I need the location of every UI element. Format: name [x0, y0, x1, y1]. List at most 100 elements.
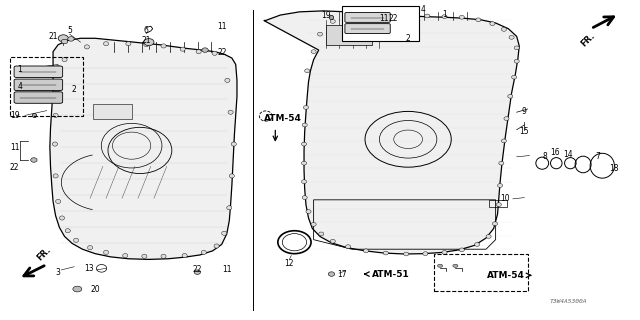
Text: 4: 4: [421, 5, 426, 14]
Ellipse shape: [311, 222, 316, 226]
Polygon shape: [264, 11, 519, 254]
Ellipse shape: [476, 18, 481, 22]
Text: 8: 8: [543, 152, 547, 161]
Ellipse shape: [161, 44, 166, 48]
Text: 3: 3: [56, 268, 61, 277]
Ellipse shape: [182, 253, 187, 258]
Ellipse shape: [52, 142, 58, 146]
Ellipse shape: [438, 264, 443, 268]
Ellipse shape: [497, 184, 502, 188]
Text: FR.: FR.: [580, 31, 597, 48]
Ellipse shape: [231, 142, 236, 146]
Text: 19: 19: [321, 12, 331, 20]
Text: ATM-54: ATM-54: [487, 271, 525, 280]
Ellipse shape: [442, 251, 447, 254]
Text: 11: 11: [379, 14, 388, 23]
Text: 5: 5: [67, 26, 72, 35]
Ellipse shape: [126, 42, 131, 46]
Ellipse shape: [501, 139, 506, 143]
Text: 20: 20: [90, 284, 100, 293]
Ellipse shape: [425, 14, 430, 18]
Text: 19: 19: [10, 111, 20, 120]
Ellipse shape: [486, 235, 491, 238]
Text: 4: 4: [17, 82, 22, 91]
Ellipse shape: [201, 250, 206, 254]
Ellipse shape: [212, 51, 217, 55]
Ellipse shape: [423, 252, 428, 256]
Ellipse shape: [496, 203, 501, 206]
Ellipse shape: [88, 245, 93, 250]
Ellipse shape: [328, 272, 335, 276]
Ellipse shape: [84, 45, 90, 49]
Ellipse shape: [229, 174, 234, 178]
Text: 1: 1: [17, 65, 22, 74]
Ellipse shape: [196, 50, 201, 54]
Text: 11: 11: [218, 22, 227, 31]
Ellipse shape: [514, 46, 519, 50]
Text: 15: 15: [520, 127, 529, 136]
Ellipse shape: [301, 142, 307, 146]
Text: 22: 22: [193, 265, 202, 274]
Ellipse shape: [65, 229, 70, 233]
Ellipse shape: [442, 15, 447, 19]
Ellipse shape: [60, 216, 65, 220]
FancyBboxPatch shape: [342, 6, 419, 41]
Ellipse shape: [303, 106, 308, 109]
Ellipse shape: [53, 113, 58, 117]
Text: 11: 11: [223, 265, 232, 274]
Text: 6: 6: [144, 26, 148, 35]
Ellipse shape: [330, 20, 335, 23]
Ellipse shape: [161, 254, 166, 258]
Ellipse shape: [460, 15, 465, 19]
Text: T3W4A5300A: T3W4A5300A: [549, 299, 586, 304]
Ellipse shape: [31, 158, 37, 162]
Ellipse shape: [53, 174, 58, 178]
FancyBboxPatch shape: [326, 25, 372, 45]
Ellipse shape: [492, 222, 497, 226]
Text: 22: 22: [218, 48, 227, 57]
Text: 18: 18: [609, 164, 618, 173]
Ellipse shape: [73, 286, 82, 292]
Text: 10: 10: [500, 194, 510, 204]
Ellipse shape: [330, 239, 335, 243]
Text: 21: 21: [141, 36, 151, 45]
Ellipse shape: [194, 270, 200, 274]
Ellipse shape: [228, 110, 233, 114]
FancyBboxPatch shape: [345, 12, 390, 22]
Ellipse shape: [104, 42, 109, 46]
Ellipse shape: [104, 250, 109, 254]
Ellipse shape: [227, 206, 232, 210]
Ellipse shape: [68, 37, 74, 41]
Ellipse shape: [54, 88, 60, 92]
Ellipse shape: [474, 243, 479, 246]
Text: ATM-54: ATM-54: [264, 114, 302, 123]
Ellipse shape: [306, 210, 311, 213]
Ellipse shape: [317, 32, 323, 36]
Ellipse shape: [508, 94, 513, 98]
Text: 14: 14: [563, 150, 573, 159]
Ellipse shape: [74, 238, 79, 242]
Ellipse shape: [144, 39, 154, 46]
Ellipse shape: [369, 12, 374, 15]
Ellipse shape: [490, 22, 495, 26]
Ellipse shape: [301, 180, 307, 184]
Text: ATM-51: ATM-51: [372, 269, 410, 279]
Ellipse shape: [509, 36, 514, 39]
Ellipse shape: [180, 47, 185, 51]
Ellipse shape: [388, 12, 393, 16]
FancyBboxPatch shape: [14, 92, 63, 103]
Text: 17: 17: [337, 269, 347, 279]
Text: 11: 11: [10, 143, 19, 152]
Text: 1: 1: [442, 10, 447, 19]
Text: 22: 22: [388, 14, 397, 23]
Text: 13: 13: [84, 264, 93, 274]
Text: 9: 9: [522, 107, 527, 116]
Ellipse shape: [511, 75, 516, 79]
Ellipse shape: [499, 161, 504, 165]
Ellipse shape: [514, 59, 519, 63]
Ellipse shape: [56, 199, 61, 204]
FancyBboxPatch shape: [14, 79, 63, 91]
Text: FR.: FR.: [35, 245, 52, 263]
Ellipse shape: [305, 69, 310, 73]
FancyBboxPatch shape: [345, 24, 390, 34]
